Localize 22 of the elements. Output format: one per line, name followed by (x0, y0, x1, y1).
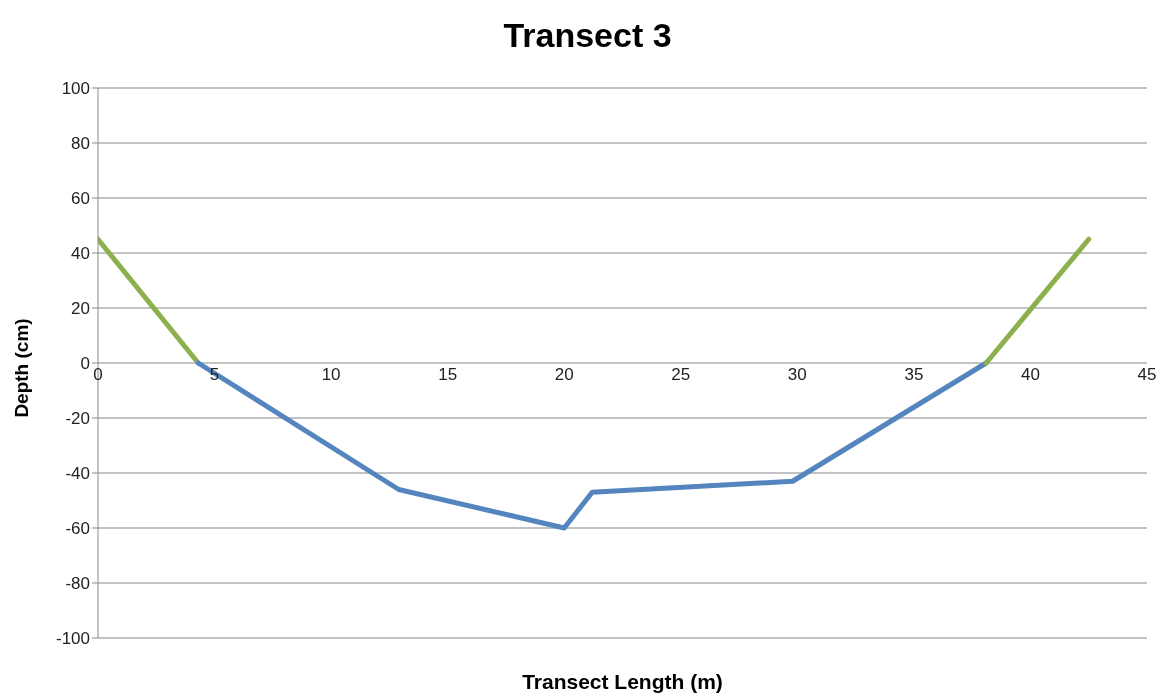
x-tick-label: 20 (554, 365, 574, 384)
y-tick-label: -60 (65, 519, 90, 539)
y-tick-label: 20 (71, 299, 90, 319)
y-tick-label: 100 (61, 79, 90, 99)
y-tick-label: -100 (55, 629, 90, 649)
y-tick-label: -40 (65, 464, 90, 484)
y-tick-label: -20 (65, 409, 90, 429)
x-tick-label: 10 (321, 365, 341, 384)
x-tick-label: 45 (1137, 365, 1157, 384)
x-tick-label: 25 (671, 365, 691, 384)
y-axis-title: Depth (cm) (11, 318, 33, 418)
chart-title: Transect 3 (502, 16, 673, 55)
x-tick-label: 15 (438, 365, 458, 384)
y-tick-label: 80 (71, 134, 90, 154)
y-tick-label: 60 (71, 189, 90, 209)
x-tick-label: 0 (93, 365, 103, 384)
x-axis-title: Transect Length (m) (521, 670, 724, 694)
x-tick-label: 30 (787, 365, 807, 384)
x-tick-label: 40 (1020, 365, 1040, 384)
x-tick-label: 35 (904, 365, 924, 384)
y-tick-label: -80 (65, 574, 90, 594)
y-tick-label: 40 (71, 244, 90, 264)
